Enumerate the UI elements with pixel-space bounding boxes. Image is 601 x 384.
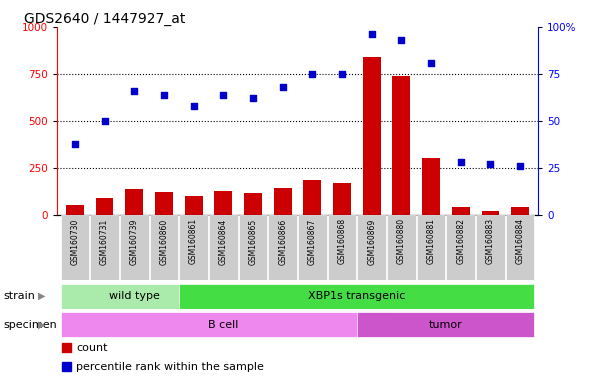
FancyBboxPatch shape	[150, 215, 178, 280]
FancyBboxPatch shape	[506, 215, 534, 280]
Bar	[179, 283, 534, 309]
FancyBboxPatch shape	[328, 215, 356, 280]
Bar	[215, 190, 232, 215]
FancyBboxPatch shape	[387, 215, 416, 280]
Point	[219, 91, 228, 98]
FancyBboxPatch shape	[239, 215, 267, 280]
FancyBboxPatch shape	[417, 215, 445, 280]
Text: GSM160731: GSM160731	[100, 218, 109, 265]
Point	[189, 103, 198, 109]
Text: GSM160864: GSM160864	[219, 218, 228, 265]
Bar	[422, 158, 440, 215]
Bar	[61, 312, 386, 338]
Text: GSM160881: GSM160881	[427, 218, 436, 264]
Text: GSM160730: GSM160730	[70, 218, 79, 265]
Bar	[185, 196, 203, 215]
Text: GSM160866: GSM160866	[278, 218, 287, 265]
Bar	[392, 76, 410, 215]
Bar	[333, 183, 351, 215]
Text: GSM160882: GSM160882	[456, 218, 465, 264]
Bar	[62, 362, 70, 371]
Text: ▶: ▶	[38, 320, 46, 330]
FancyBboxPatch shape	[298, 215, 326, 280]
Point	[515, 163, 525, 169]
Point	[426, 60, 436, 66]
Text: XBP1s transgenic: XBP1s transgenic	[308, 291, 406, 301]
Point	[248, 95, 258, 101]
Point	[367, 31, 376, 38]
FancyBboxPatch shape	[179, 215, 208, 280]
Bar	[273, 188, 291, 215]
Text: GSM160739: GSM160739	[130, 218, 139, 265]
Point	[486, 161, 495, 167]
Point	[159, 91, 169, 98]
Point	[129, 88, 139, 94]
Text: GSM160880: GSM160880	[397, 218, 406, 265]
Bar	[452, 207, 469, 215]
Bar	[66, 205, 84, 215]
Bar	[61, 283, 208, 309]
Bar	[304, 180, 322, 215]
Text: ▶: ▶	[38, 291, 46, 301]
Bar	[363, 57, 380, 215]
Text: percentile rank within the sample: percentile rank within the sample	[76, 362, 264, 372]
Bar	[96, 198, 114, 215]
Text: specimen: specimen	[3, 320, 56, 330]
FancyBboxPatch shape	[447, 215, 475, 280]
Point	[337, 71, 347, 77]
Bar	[62, 343, 70, 352]
Point	[278, 84, 287, 90]
Point	[308, 71, 317, 77]
Bar	[155, 192, 173, 215]
Bar	[244, 194, 262, 215]
Text: GSM160865: GSM160865	[248, 218, 257, 265]
Text: GSM160869: GSM160869	[367, 218, 376, 265]
Point	[70, 141, 80, 147]
Text: GSM160884: GSM160884	[516, 218, 525, 265]
Bar	[481, 211, 499, 215]
Point	[456, 159, 466, 166]
FancyBboxPatch shape	[61, 215, 89, 280]
Text: GSM160860: GSM160860	[159, 218, 168, 265]
Text: count: count	[76, 343, 108, 353]
Point	[100, 118, 109, 124]
Point	[397, 37, 406, 43]
Text: GSM160867: GSM160867	[308, 218, 317, 265]
FancyBboxPatch shape	[120, 215, 148, 280]
FancyBboxPatch shape	[476, 215, 505, 280]
Text: tumor: tumor	[429, 320, 463, 330]
Text: strain: strain	[3, 291, 35, 301]
Bar	[358, 312, 534, 338]
Bar	[126, 189, 143, 215]
Bar	[511, 207, 529, 215]
Text: wild type: wild type	[109, 291, 160, 301]
FancyBboxPatch shape	[209, 215, 237, 280]
Text: GSM160861: GSM160861	[189, 218, 198, 265]
FancyBboxPatch shape	[269, 215, 297, 280]
FancyBboxPatch shape	[90, 215, 119, 280]
FancyBboxPatch shape	[358, 215, 386, 280]
Text: GSM160883: GSM160883	[486, 218, 495, 265]
Text: B cell: B cell	[208, 320, 239, 330]
Text: GDS2640 / 1447927_at: GDS2640 / 1447927_at	[25, 12, 186, 25]
Text: GSM160868: GSM160868	[338, 218, 347, 265]
